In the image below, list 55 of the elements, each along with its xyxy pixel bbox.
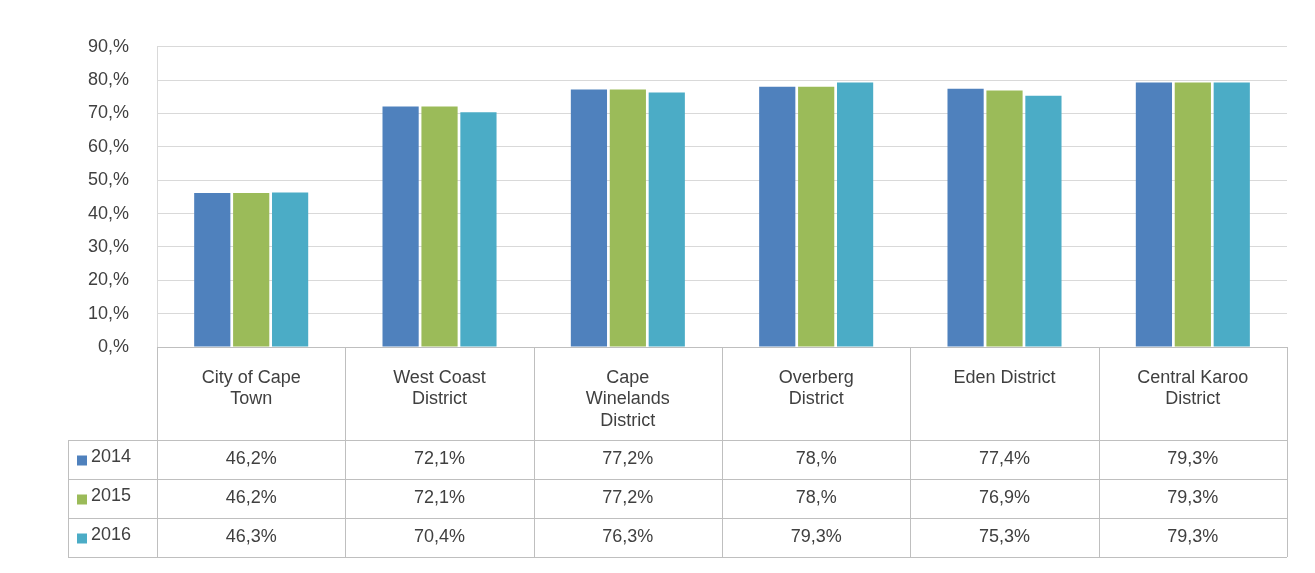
y-tick-label: 50,% [88,169,130,190]
data-label: 79,3% [1167,526,1219,547]
bar [1135,82,1173,347]
bar [1025,95,1062,347]
data-label: 72,1% [414,448,466,469]
data-label: 77,4% [978,448,1031,469]
y-tick-label: 20,% [88,269,130,290]
data-label: 78,% [795,487,837,508]
y-tick-label: 0,% [98,335,130,356]
bar [194,192,231,347]
data-label: 79,3% [1167,448,1219,469]
y-tick-label: 40,% [88,202,130,223]
data-label: 76,3% [602,526,654,547]
bar [1174,82,1211,347]
bar [837,82,874,347]
y-tick-label: 10,% [88,302,130,323]
data-label: 46,2% [225,487,277,508]
data-label: 46,2% [225,448,277,469]
bar [233,192,270,347]
data-label: 46,3% [225,526,277,547]
x-tick-label: Cape Winelands District [585,366,670,430]
legend-label: 2014 [91,446,132,467]
y-tick-label: 60,% [88,135,130,156]
bar [421,106,458,347]
x-tick-label: Eden District [953,366,1056,387]
data-label: 79,3% [790,526,842,547]
legend-label: 2015 [91,485,132,506]
bar [759,86,796,347]
bar [272,192,309,347]
bar [798,86,835,347]
bar [460,112,497,347]
data-label: 76,9% [978,487,1031,508]
bar [648,92,685,347]
x-tick-label: Overberg District [778,366,854,409]
bar [947,88,984,347]
y-tick-label: 30,% [88,235,130,256]
bar [382,106,419,347]
x-tick-label: City of Cape Town [201,366,301,409]
y-tick-label: 70,% [88,102,130,123]
data-label: 75,3% [978,526,1031,547]
bar [986,90,1023,347]
x-tick-label: Central Karoo District [1137,366,1249,409]
bar [609,89,646,347]
bar [1213,82,1250,347]
data-label: 70,4% [414,526,466,547]
data-label: 72,1% [414,487,466,508]
bar [570,89,608,347]
data-label: 79,3% [1167,487,1219,508]
y-tick-label: 90,% [88,35,130,56]
data-label: 78,% [795,448,837,469]
data-label: 77,2% [602,487,654,508]
legend-label: 2016 [91,524,132,545]
data-label: 77,2% [602,448,654,469]
y-tick-label: 80,% [88,69,130,90]
x-tick-label: West Coast District [393,366,486,409]
